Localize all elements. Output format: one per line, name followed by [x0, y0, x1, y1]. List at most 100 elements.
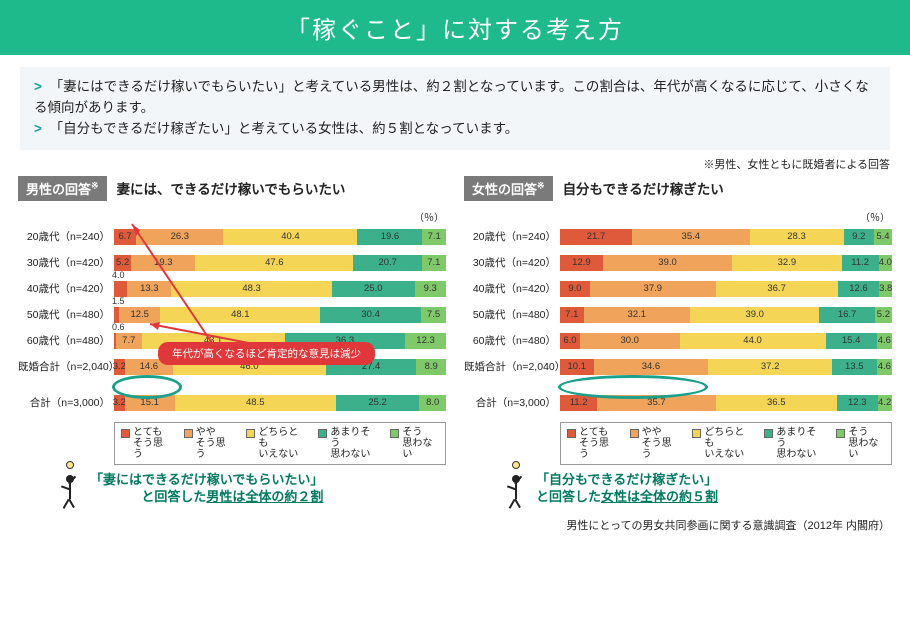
- bar-segment: 19.6: [357, 229, 422, 245]
- bars-left: 20歳代（n=240）6.726.340.419.67.1 30歳代（n=420）…: [18, 226, 446, 414]
- bar-segment: 48.3: [171, 281, 331, 297]
- bar-track: 21.735.428.39.25.4: [560, 229, 892, 245]
- bar-segment: 4.2: [878, 395, 892, 411]
- bar-track: 3.215.148.525.28.0: [114, 395, 446, 411]
- quote-right: 「自分もできるだけ稼ぎたい」 と回答した女性は全体の約５割: [504, 471, 892, 511]
- bar-segment: 44.0: [680, 333, 826, 349]
- person-icon: [504, 471, 530, 511]
- bar-segment: 48.1: [160, 307, 320, 323]
- legend-label: ややそう思う: [642, 427, 679, 460]
- quote-text-left: 「妻にはできるだけ稼いでもらいたい」 と回答した男性は全体の約２割: [90, 471, 323, 506]
- legend-item: ややそう思う: [630, 427, 679, 460]
- bar-segment: 8.9: [416, 359, 446, 375]
- bar-segment: 15.4: [826, 333, 877, 349]
- chart-male: 男性の回答※ 妻には、できるだけ稼いでもらいたい （％） 20歳代（n=240）…: [18, 176, 446, 511]
- bar-row: 合計（n=3,000）11.235.736.512.34.2: [464, 392, 892, 414]
- legend-item: とてもそう思う: [121, 427, 170, 460]
- legend-item: あまりそう思わない: [764, 427, 822, 460]
- bar-segment: 13.5: [832, 359, 877, 375]
- legend-item: ややそう思う: [184, 427, 233, 460]
- summary-text-2: 「自分もできるだけ稼ぎたい」と考えている女性は、約５割となっています。: [50, 121, 519, 136]
- bar-segment: 21.7: [560, 229, 632, 245]
- person-icon: [58, 471, 84, 511]
- trend-callout: 年代が高くなるほど肯定的な意見は減少: [158, 342, 375, 365]
- section-title-left: 妻には、できるだけ稼いでもらいたい: [117, 178, 346, 198]
- legend-swatch: [836, 429, 845, 438]
- bar-segment: 40.4: [223, 229, 357, 245]
- bar-row: 50歳代（n=480）1.512.548.130.47.5: [18, 304, 446, 326]
- bar-segment: 9.3: [415, 281, 446, 297]
- bar-segment: 9.2: [844, 229, 875, 245]
- quote-text-right: 「自分もできるだけ稼ぎたい」 と回答した女性は全体の約５割: [536, 471, 718, 506]
- bar-segment: 37.2: [708, 359, 832, 375]
- bar-row: 既婚合計（n=2,040）10.134.637.213.54.6: [464, 356, 892, 378]
- bar-row: 20歳代（n=240）6.726.340.419.67.1: [18, 226, 446, 248]
- legend-swatch: [692, 429, 701, 438]
- summary-line-2: > 「自分もできるだけ稼ぎたい」と考えている女性は、約５割となっています。: [34, 119, 876, 140]
- bar-track: 1.512.548.130.47.5: [114, 307, 446, 323]
- bar-label: 30歳代（n=420）: [18, 255, 114, 270]
- legend-right: とてもそう思うややそう思うどちらともいえないあまりそう思わないそう思わない: [560, 422, 892, 465]
- bar-segment: 3.2: [114, 359, 125, 375]
- bar-track: 12.939.032.911.24.0: [560, 255, 892, 271]
- tag-female: 女性の回答※: [464, 176, 553, 201]
- bullet-icon: >: [34, 121, 42, 136]
- section-header-left: 男性の回答※ 妻には、できるだけ稼いでもらいたい: [18, 176, 446, 201]
- legend-item: そう思わない: [836, 427, 885, 460]
- bar-segment: 35.4: [632, 229, 750, 245]
- legend-label: とてもそう思う: [133, 427, 170, 460]
- bar-segment: 30.0: [580, 333, 680, 349]
- summary-line-1: > 「妻にはできるだけ稼いでもらいたい」と考えている男性は、約２割となっています…: [34, 77, 876, 119]
- bar-segment: 26.3: [136, 229, 223, 245]
- bar-segment: 15.1: [125, 395, 175, 411]
- bar-segment: 5.2: [875, 307, 892, 323]
- legend-swatch: [318, 429, 327, 438]
- bar-segment: 16.7: [819, 307, 874, 323]
- bar-segment: 25.2: [336, 395, 420, 411]
- bar-segment: 10.1: [560, 359, 594, 375]
- bar-row: 40歳代（n=420）4.013.348.325.09.3: [18, 278, 446, 300]
- legend-swatch: [567, 429, 576, 438]
- bar-segment: 4.6: [877, 333, 892, 349]
- bar-segment: 7.5: [421, 307, 446, 323]
- bar-segment: 11.2: [842, 255, 879, 271]
- bar-label: 合計（n=3,000）: [18, 395, 114, 410]
- bar-segment: 5.4: [874, 229, 892, 245]
- legend-swatch: [630, 429, 639, 438]
- bar-segment: 36.7: [716, 281, 838, 297]
- bar-segment: 6.7: [114, 229, 136, 245]
- bar-row: 40歳代（n=420）9.037.936.712.63.8: [464, 278, 892, 300]
- bar-row: 30歳代（n=420）5.219.347.620.77.1: [18, 252, 446, 274]
- bar-row: 50歳代（n=480）7.132.139.016.75.2: [464, 304, 892, 326]
- legend-swatch: [246, 429, 255, 438]
- bar-segment: 7.7: [116, 333, 142, 349]
- bar-row: 60歳代（n=480）6.030.044.015.44.6: [464, 330, 892, 352]
- legend-item: そう思わない: [390, 427, 439, 460]
- unit-label-right: （％）: [464, 209, 892, 224]
- bar-segment: 3.8: [879, 281, 892, 297]
- bar-label: 既婚合計（n=2,040）: [464, 359, 560, 374]
- bar-segment: 4.0: [879, 255, 892, 271]
- bar-label: 40歳代（n=420）: [18, 281, 114, 296]
- bar-segment: 34.6: [594, 359, 709, 375]
- bar-track: 11.235.736.512.34.2: [560, 395, 892, 411]
- bars-right: 20歳代（n=240）21.735.428.39.25.430歳代（n=420）…: [464, 226, 892, 414]
- bar-label: 40歳代（n=420）: [464, 281, 560, 296]
- legend-label: あまりそう思わない: [776, 427, 822, 460]
- tag-male: 男性の回答※: [18, 176, 107, 201]
- bar-track: 6.726.340.419.67.1: [114, 229, 446, 245]
- bar-label: 50歳代（n=480）: [18, 307, 114, 322]
- bar-segment: 7.1: [422, 255, 446, 271]
- bar-track: 6.030.044.015.44.6: [560, 333, 892, 349]
- legend-label: そう思わない: [402, 427, 439, 460]
- bar-segment: 19.3: [131, 255, 195, 271]
- legend-swatch: [764, 429, 773, 438]
- legend-item: どちらともいえない: [692, 427, 750, 460]
- legend-swatch: [390, 429, 399, 438]
- bar-label: 既婚合計（n=2,040）: [18, 359, 114, 374]
- bar-label: 合計（n=3,000）: [464, 395, 560, 410]
- page-title: 「稼ぐこと」に対する考え方: [0, 0, 910, 55]
- bar-segment: 8.0: [419, 395, 446, 411]
- bar-label: 20歳代（n=240）: [464, 229, 560, 244]
- bar-segment: 36.5: [716, 395, 837, 411]
